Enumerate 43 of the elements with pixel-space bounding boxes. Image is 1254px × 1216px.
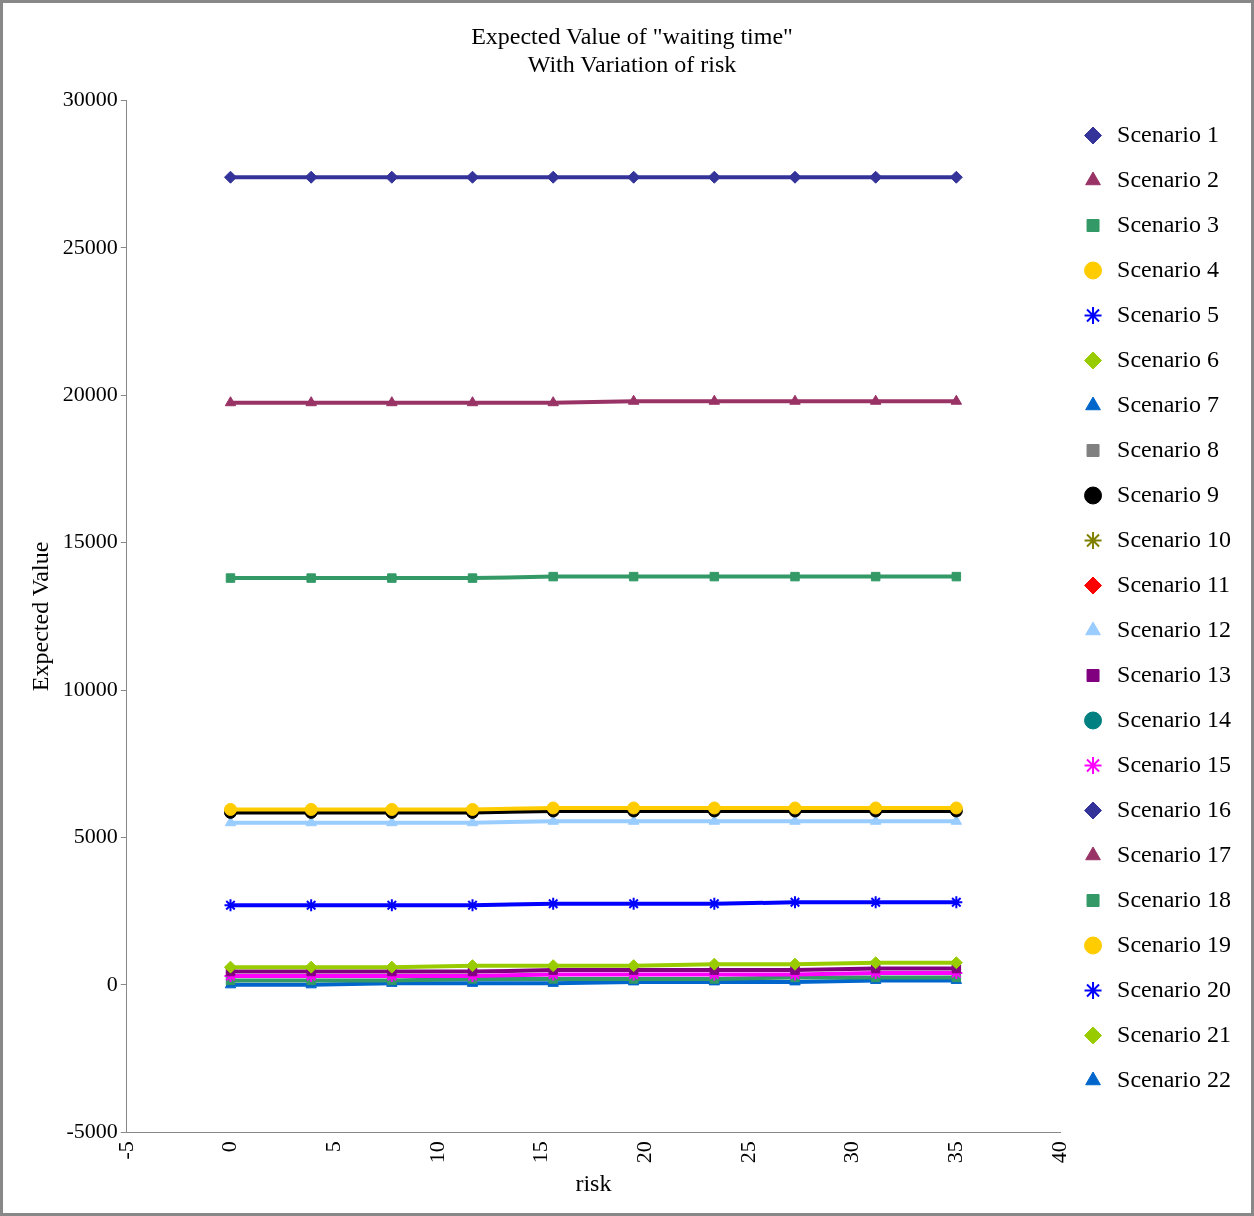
chart-title: Expected Value of "waiting time" With Variation of risk (471, 22, 793, 78)
legend-label: Scenario 13 (1117, 660, 1231, 687)
x-tick-label: 30 (838, 1141, 864, 1164)
y-axis-title: Expected Value (26, 541, 53, 692)
legend-label: Scenario 8 (1117, 435, 1219, 462)
legend-label: Scenario 20 (1117, 975, 1231, 1002)
legend-label: Scenario 1 (1117, 120, 1219, 147)
legend-label: Scenario 16 (1117, 795, 1231, 822)
legend-label: Scenario 18 (1117, 885, 1231, 912)
x-tick-label: 25 (734, 1141, 760, 1164)
legend-label: Scenario 19 (1117, 930, 1231, 957)
x-tick-label: 0 (216, 1141, 242, 1153)
legend-label: Scenario 12 (1117, 615, 1231, 642)
legend-label: Scenario 11 (1117, 570, 1231, 597)
legend-label: Scenario 5 (1117, 300, 1219, 327)
x-tick-label: 20 (631, 1141, 657, 1164)
y-tick-label: 15000 (62, 528, 118, 554)
y-tick-label: 30000 (62, 86, 118, 112)
legend-label: Scenario 15 (1117, 750, 1231, 777)
x-tick-label: 35 (942, 1141, 968, 1164)
legend-label: Scenario 6 (1117, 345, 1219, 372)
legend-label: Scenario 4 (1117, 255, 1219, 282)
legend-label: Scenario 7 (1117, 390, 1219, 417)
y-tick-label: 0 (106, 970, 118, 996)
x-tick-label: -5 (112, 1141, 138, 1160)
y-tick-label: 25000 (62, 233, 118, 259)
x-tick-label: 15 (527, 1141, 553, 1164)
y-tick-label: 5000 (73, 823, 118, 849)
legend-label: Scenario 3 (1117, 210, 1219, 237)
legend-label: Scenario 10 (1117, 525, 1231, 552)
x-tick-label: 40 (1045, 1141, 1071, 1164)
y-tick-label: -5000 (66, 1117, 118, 1143)
x-tick-label: 5 (319, 1141, 345, 1153)
legend-label: Scenario 22 (1117, 1065, 1231, 1092)
y-tick-label: 10000 (62, 675, 118, 701)
legend-label: Scenario 17 (1117, 840, 1231, 867)
legend-label: Scenario 9 (1117, 480, 1219, 507)
y-tick-label: 20000 (62, 381, 118, 407)
legend-label: Scenario 21 (1117, 1020, 1231, 1047)
legend-label: Scenario 2 (1117, 165, 1219, 192)
legend-label: Scenario 14 (1117, 705, 1231, 732)
x-axis-title: risk (575, 1169, 612, 1196)
x-tick-label: 10 (423, 1141, 449, 1164)
